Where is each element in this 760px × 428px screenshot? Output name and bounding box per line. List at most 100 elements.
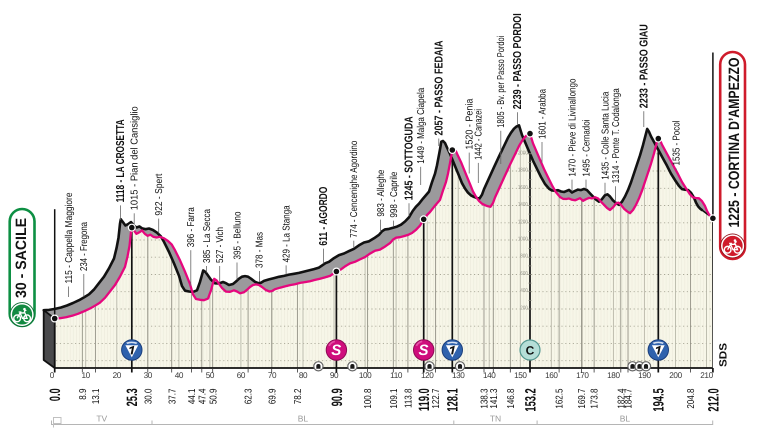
svg-text:30.0: 30.0	[143, 388, 154, 404]
svg-text:169.7: 169.7	[577, 388, 588, 408]
svg-text:1200: 1200	[518, 219, 528, 225]
svg-text:210: 210	[700, 371, 713, 380]
svg-text:SDS: SDS	[718, 343, 730, 367]
svg-text:128.1: 128.1	[445, 388, 462, 411]
svg-text:153.2: 153.2	[522, 388, 539, 411]
svg-text:212.0: 212.0	[705, 388, 722, 411]
svg-text:1805 - Bv. per Passo Pordoi: 1805 - Bv. per Passo Pordoi	[496, 36, 507, 128]
svg-text:2233 - PASSO GIAU: 2233 - PASSO GIAU	[638, 24, 650, 108]
svg-text:0.0: 0.0	[47, 388, 64, 401]
svg-text:1449 - Malga Ciapela: 1449 - Malga Ciapela	[416, 87, 427, 163]
svg-text:2057 - PASSO FEDAIA: 2057 - PASSO FEDAIA	[433, 41, 445, 136]
svg-text:100.8: 100.8	[363, 388, 374, 408]
svg-text:2000: 2000	[518, 150, 528, 156]
svg-text:600: 600	[520, 271, 527, 277]
svg-text:0: 0	[50, 371, 55, 380]
svg-text:983 - Alleghe: 983 - Alleghe	[376, 169, 387, 216]
svg-text:1400: 1400	[518, 202, 528, 208]
svg-text:180: 180	[607, 371, 620, 380]
svg-text:1314 - Ponte T. Codalonga: 1314 - Ponte T. Codalonga	[611, 88, 622, 183]
svg-text:396 - Farra: 396 - Farra	[186, 207, 197, 247]
svg-text:378 - Mas: 378 - Mas	[255, 232, 266, 268]
svg-text:110: 110	[390, 371, 403, 380]
svg-text:527 - Vich: 527 - Vich	[215, 227, 226, 263]
svg-text:1601 - Arabba: 1601 - Arabba	[537, 89, 548, 139]
svg-text:1118 - LA CROSETTA: 1118 - LA CROSETTA	[115, 119, 127, 202]
svg-text:130: 130	[452, 371, 465, 380]
svg-text:774 - Cencenighe Agordino: 774 - Cencenighe Agordino	[349, 140, 360, 237]
svg-text:119.0: 119.0	[416, 388, 433, 411]
svg-text:200: 200	[669, 371, 682, 380]
svg-text:182.4: 182.4	[616, 388, 627, 408]
svg-text:S: S	[418, 342, 428, 359]
svg-text:115 - Cappella Maggiore: 115 - Cappella Maggiore	[64, 192, 75, 283]
svg-text:170: 170	[576, 371, 589, 380]
svg-text:1225 - CORTINA D’AMPEZZO: 1225 - CORTINA D’AMPEZZO	[726, 57, 743, 227]
svg-text:146.8: 146.8	[506, 388, 517, 408]
svg-text:194.5: 194.5	[651, 388, 668, 411]
svg-text:122.7: 122.7	[431, 388, 442, 408]
svg-text:1470 - Pieve di Livinallongo: 1470 - Pieve di Livinallongo	[567, 78, 578, 176]
svg-text:138.3: 138.3	[480, 388, 491, 408]
svg-text:2239 - PASSO PORDOI: 2239 - PASSO PORDOI	[512, 13, 524, 109]
svg-text:20: 20	[113, 371, 122, 380]
svg-text:10: 10	[82, 371, 91, 380]
svg-text:8.9: 8.9	[78, 388, 89, 399]
svg-text:1800: 1800	[518, 168, 528, 174]
svg-text:BL: BL	[620, 414, 631, 424]
svg-text:1015 - Pian del Cansiglio: 1015 - Pian del Cansiglio	[130, 106, 141, 210]
svg-text:70: 70	[268, 371, 277, 380]
svg-text:160: 160	[545, 371, 558, 380]
svg-text:40: 40	[175, 371, 184, 380]
svg-text:80: 80	[299, 371, 308, 380]
svg-text:TV: TV	[96, 414, 107, 424]
svg-text:78.2: 78.2	[293, 388, 304, 404]
svg-text:800: 800	[520, 254, 527, 260]
svg-text:162.5: 162.5	[555, 388, 566, 408]
svg-text:204.8: 204.8	[686, 388, 697, 408]
svg-text:BL: BL	[298, 414, 309, 424]
svg-text:611 - AGORDO: 611 - AGORDO	[318, 187, 330, 246]
svg-text:200: 200	[520, 306, 527, 312]
svg-text:37.7: 37.7	[167, 388, 178, 404]
svg-text:S: S	[331, 342, 341, 359]
svg-text:30: 30	[144, 371, 153, 380]
svg-text:60: 60	[237, 371, 246, 380]
svg-text:429 - La Stanga: 429 - La Stanga	[281, 205, 292, 262]
svg-text:1535 - Pocol: 1535 - Pocol	[672, 121, 683, 166]
svg-text:50: 50	[206, 371, 215, 380]
svg-text:385 - La Secca: 385 - La Secca	[202, 209, 213, 263]
svg-text:44.1: 44.1	[187, 388, 198, 404]
svg-text:1442 - Canazei: 1442 - Canazei	[474, 109, 485, 160]
svg-text:1495 - Cernadoi: 1495 - Cernadoi	[581, 120, 592, 177]
svg-text:62.3: 62.3	[244, 388, 255, 404]
svg-text:50.9: 50.9	[208, 388, 219, 404]
svg-text:1245 - SOTTOGUDA: 1245 - SOTTOGUDA	[404, 116, 416, 200]
svg-text:150: 150	[514, 371, 527, 380]
svg-text:1000: 1000	[518, 237, 528, 243]
svg-text:90: 90	[330, 371, 339, 380]
svg-text:25.3: 25.3	[124, 388, 141, 406]
svg-text:173.8: 173.8	[590, 388, 601, 408]
svg-text:140: 140	[483, 371, 496, 380]
svg-text:400: 400	[520, 288, 527, 294]
svg-text:184.7: 184.7	[624, 388, 635, 408]
svg-text:190: 190	[638, 371, 651, 380]
svg-text:141.3: 141.3	[489, 388, 500, 408]
svg-text:998 - Caprile: 998 - Caprile	[389, 171, 400, 217]
svg-text:90.9: 90.9	[329, 388, 346, 406]
svg-text:13.1: 13.1	[91, 388, 102, 404]
svg-text:100: 100	[359, 371, 372, 380]
svg-text:1600: 1600	[518, 185, 528, 191]
svg-text:120: 120	[421, 371, 434, 380]
svg-text:234 - Fregona: 234 - Fregona	[79, 222, 90, 271]
svg-text:TN: TN	[490, 414, 501, 424]
svg-text:47.4: 47.4	[197, 388, 208, 404]
svg-text:1435 - Colle Santa Lucia: 1435 - Colle Santa Lucia	[600, 91, 611, 179]
svg-text:395 - Belluno: 395 - Belluno	[232, 211, 243, 259]
svg-text:C: C	[526, 343, 535, 357]
svg-text:922 - Spert: 922 - Spert	[154, 173, 165, 215]
svg-text:109.1: 109.1	[389, 388, 400, 408]
svg-text:69.9: 69.9	[267, 388, 278, 404]
svg-text:113.8: 113.8	[404, 388, 415, 408]
